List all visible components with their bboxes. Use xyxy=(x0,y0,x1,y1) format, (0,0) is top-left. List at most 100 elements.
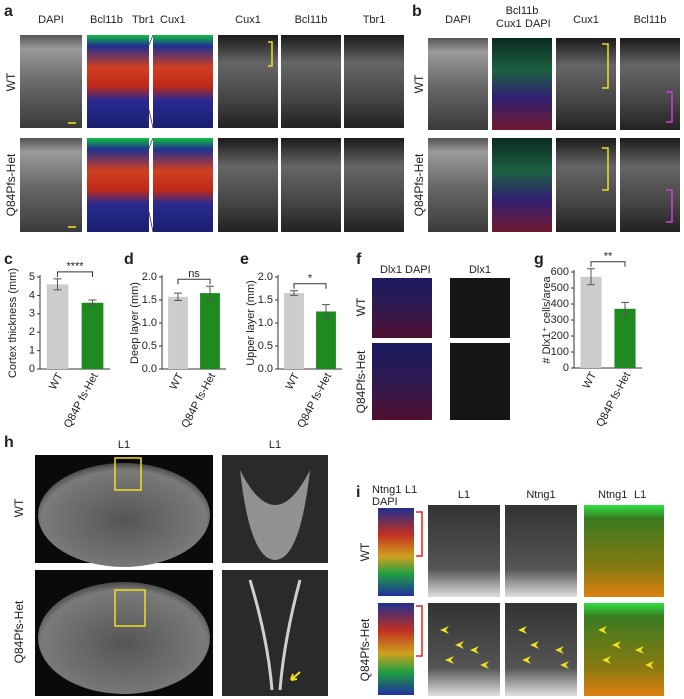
micrograph xyxy=(153,138,213,232)
bar xyxy=(46,284,69,369)
bar xyxy=(200,293,220,369)
y-tick-label: 0.5 xyxy=(258,340,273,352)
y-tick-label: 0 xyxy=(29,363,35,375)
heading: Bcl11b xyxy=(634,14,667,26)
bracket xyxy=(268,41,273,67)
heading: Cux1 xyxy=(160,14,186,26)
y-tick-label: 500 xyxy=(551,282,569,294)
heading: DAPI xyxy=(445,14,471,26)
tract xyxy=(240,470,310,560)
arrowheads xyxy=(440,626,654,669)
heading: Tbr1 xyxy=(363,14,386,26)
bracket xyxy=(416,511,423,657)
x-tick-label: WT xyxy=(168,371,187,392)
y-tick-label: 0.0 xyxy=(142,363,157,375)
micrograph xyxy=(153,35,213,128)
panel-f: Dlx1 DAPI Dlx1 WT Q84Pfs-Het xyxy=(354,264,510,420)
row-label: WT xyxy=(358,542,372,561)
y-axis-label: Cortex thickness (mm) xyxy=(7,268,19,378)
heading: Cux1 xyxy=(496,18,522,30)
micrograph xyxy=(20,138,82,232)
micrograph xyxy=(378,603,414,695)
micrograph xyxy=(428,603,500,696)
panel-label: c xyxy=(4,251,13,268)
bracket xyxy=(666,91,673,223)
row-label: Q84Pfs-Het xyxy=(4,153,18,216)
micrograph xyxy=(218,138,278,232)
heading: L1 xyxy=(458,489,470,501)
micrograph xyxy=(281,138,341,232)
heading: Ntng1 xyxy=(598,489,627,501)
micrograph xyxy=(556,38,616,130)
zoom-line xyxy=(148,34,154,233)
heading: Bcl11b xyxy=(295,14,328,26)
heading: DAPI xyxy=(525,18,551,30)
row-label: WT xyxy=(4,72,18,91)
panel-label: f xyxy=(356,251,362,268)
x-tick-label: WT xyxy=(581,370,600,391)
y-tick-label: 2.0 xyxy=(142,271,157,283)
micrograph xyxy=(492,38,552,130)
micrograph xyxy=(372,343,432,420)
error-bar xyxy=(206,285,214,301)
panel-label: h xyxy=(4,434,14,451)
bar xyxy=(316,311,336,369)
micrograph xyxy=(505,505,577,597)
y-tick-label: 1.0 xyxy=(142,317,157,329)
row-label: Q84Pfs-Het xyxy=(354,350,368,413)
bracket xyxy=(602,43,609,191)
error-bar xyxy=(174,292,182,301)
x-tick-label: Q84P fs-Het xyxy=(62,371,101,430)
micrograph xyxy=(344,35,404,128)
y-tick-label: 600 xyxy=(551,266,569,278)
micrograph xyxy=(505,603,577,696)
error-bar xyxy=(88,299,97,307)
y-axis-label: Deep layer (mm) xyxy=(129,282,141,364)
micrograph xyxy=(584,603,664,696)
heading: Bcl11b xyxy=(506,5,539,17)
y-axis-label: Upper layer (mm) xyxy=(245,280,257,366)
micrograph xyxy=(428,38,488,130)
x-tick-label: Q84P fs-Het xyxy=(179,371,218,430)
bar xyxy=(284,293,304,369)
heading: L1 xyxy=(269,439,281,451)
row-label: WT xyxy=(354,297,368,316)
significance-label: ** xyxy=(604,251,613,263)
bar xyxy=(168,296,188,369)
brain-section xyxy=(38,582,210,694)
row-label: WT xyxy=(12,498,26,517)
heading: Ntng1 xyxy=(526,489,555,501)
brain-section xyxy=(38,463,210,567)
heading: Bcl11b xyxy=(90,14,123,26)
y-tick-label: 4 xyxy=(29,289,35,301)
panel-b: DAPI Bcl11b Cux1 DAPI Cux1 Bcl11b WT Q84… xyxy=(412,5,680,232)
y-tick-label: 5 xyxy=(29,271,35,283)
micrograph xyxy=(428,138,488,232)
bar xyxy=(580,276,602,368)
micrograph xyxy=(218,35,278,128)
y-tick-label: 0.0 xyxy=(258,363,273,375)
row-label: Q84Pfs-Het xyxy=(412,153,426,216)
panel-i: Ntng1 L1 DAPI L1 Ntng1 Ntng1 L1 WT Q84Pf… xyxy=(358,484,664,696)
x-tick-label: Q84P fs-Het xyxy=(295,371,334,430)
significance-bracket xyxy=(590,261,626,267)
bar xyxy=(81,302,104,369)
heading: Ntng1 xyxy=(372,484,401,496)
micrograph xyxy=(450,278,510,338)
micrograph xyxy=(87,138,149,232)
inset-box xyxy=(114,457,142,491)
error-bar xyxy=(290,290,298,296)
micrograph xyxy=(281,35,341,128)
heading: DAPI xyxy=(38,14,64,26)
y-tick-label: 300 xyxy=(551,314,569,326)
error-bar xyxy=(53,278,62,291)
significance-label: ns xyxy=(188,268,200,280)
y-tick-label: 2 xyxy=(29,326,35,338)
micrograph xyxy=(87,35,149,128)
y-tick-label: 0 xyxy=(563,362,569,374)
significance-label: **** xyxy=(66,261,84,273)
significance-bracket xyxy=(57,271,93,277)
row-label: WT xyxy=(412,74,426,93)
heading: Tbr1 xyxy=(132,14,155,26)
panel-label: d xyxy=(124,251,134,268)
